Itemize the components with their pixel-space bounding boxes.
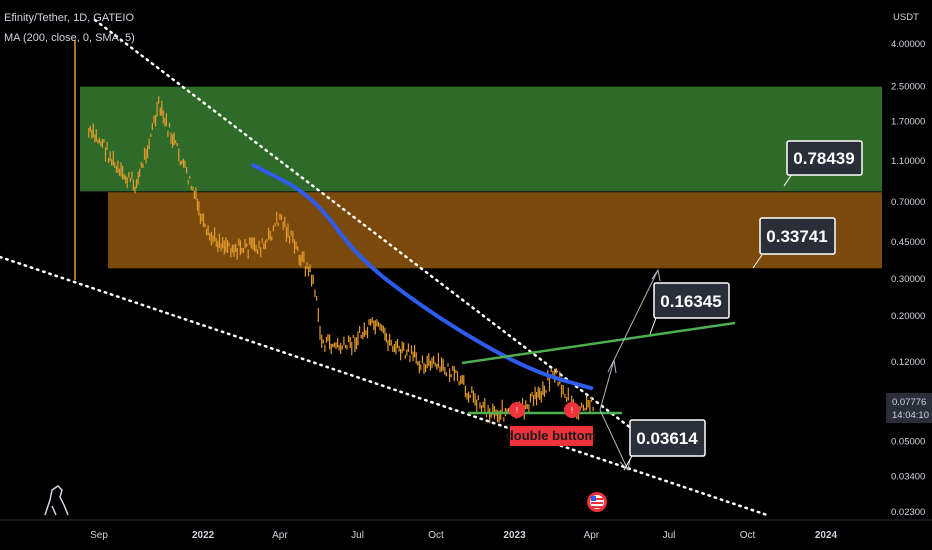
time-tick-label: Jul — [351, 530, 364, 541]
price-tick-label: 0.20000 — [891, 311, 925, 322]
symbol-title: Efinity/Tether, 1D, GATEIO — [4, 12, 135, 24]
label-0-78439-text: 0.78439 — [793, 149, 854, 168]
double-bottom-marker-2 — [564, 402, 580, 418]
price-tick-label: 4.00000 — [891, 39, 925, 50]
time-axis[interactable]: Sep 2022 Apr Jul Oct 2023 Apr Jul Oct 2024 — [90, 530, 837, 541]
time-tick-label: Apr — [584, 530, 600, 541]
price-tick-label: 2.50000 — [891, 82, 925, 93]
projection-arrows — [599, 268, 661, 472]
price-axis-currency: USDT — [893, 12, 919, 23]
time-tick-label: Jul — [663, 530, 676, 541]
label-0-03614-text: 0.03614 — [636, 429, 698, 448]
upper-dotted-trendline — [93, 18, 642, 437]
price-tick-label: 0.45000 — [891, 237, 925, 248]
last-price-tag — [886, 393, 932, 423]
double-bottom-label-box — [510, 426, 593, 446]
last-price-value: 0.07776 — [892, 397, 926, 408]
label-0-16345[interactable]: 0.16345 — [649, 282, 730, 335]
price-tick-label: 0.30000 — [891, 274, 925, 285]
price-axis[interactable]: 4.00000 2.50000 1.70000 1.10000 0.70000 0.450… — [891, 39, 925, 518]
time-tick-label: 2024 — [815, 530, 838, 541]
label-0-33741-text: 0.33741 — [766, 227, 827, 246]
price-tick-label: 1.70000 — [891, 117, 925, 128]
marker-glyph-1: ! — [516, 406, 518, 415]
price-tick-label: 0.05000 — [891, 437, 925, 448]
time-tick-label: Apr — [272, 530, 288, 541]
double-bottom-marker-1 — [509, 402, 525, 418]
green-resistance-zone — [80, 86, 882, 192]
countdown-timer: 14:04:10 — [892, 410, 929, 421]
us-flag-event-icon[interactable] — [587, 492, 607, 512]
time-tick-label: Oct — [428, 530, 444, 541]
price-tick-label: 0.03400 — [891, 472, 925, 483]
price-tick-label: 0.70000 — [891, 197, 925, 208]
price-tick-label: 1.10000 — [891, 156, 925, 167]
time-tick-label: 2022 — [192, 530, 215, 541]
label-0-16345-text: 0.16345 — [660, 292, 721, 311]
price-tick-label: 0.02300 — [891, 507, 925, 518]
label-0-78439[interactable]: 0.78439 — [783, 140, 863, 187]
marker-glyph-2: ! — [571, 406, 573, 415]
lower-dotted-trendline — [0, 255, 772, 518]
tradingview-logo-icon — [44, 485, 69, 516]
label-0-33741[interactable]: 0.33741 — [752, 217, 836, 269]
label-0-03614[interactable]: 0.03614 — [623, 419, 706, 471]
upper-green-trendline — [461, 321, 736, 365]
time-tick-label: Oct — [740, 530, 756, 541]
time-tick-label: Sep — [90, 530, 108, 541]
price-tick-label: 0.12000 — [891, 357, 925, 368]
ma-indicator-label: MA (200, close, 0, SMA, 5) — [4, 32, 135, 44]
time-tick-label: 2023 — [503, 530, 526, 541]
double-bottom-label: double buttom — [506, 428, 596, 443]
ma-200-line — [251, 163, 594, 391]
